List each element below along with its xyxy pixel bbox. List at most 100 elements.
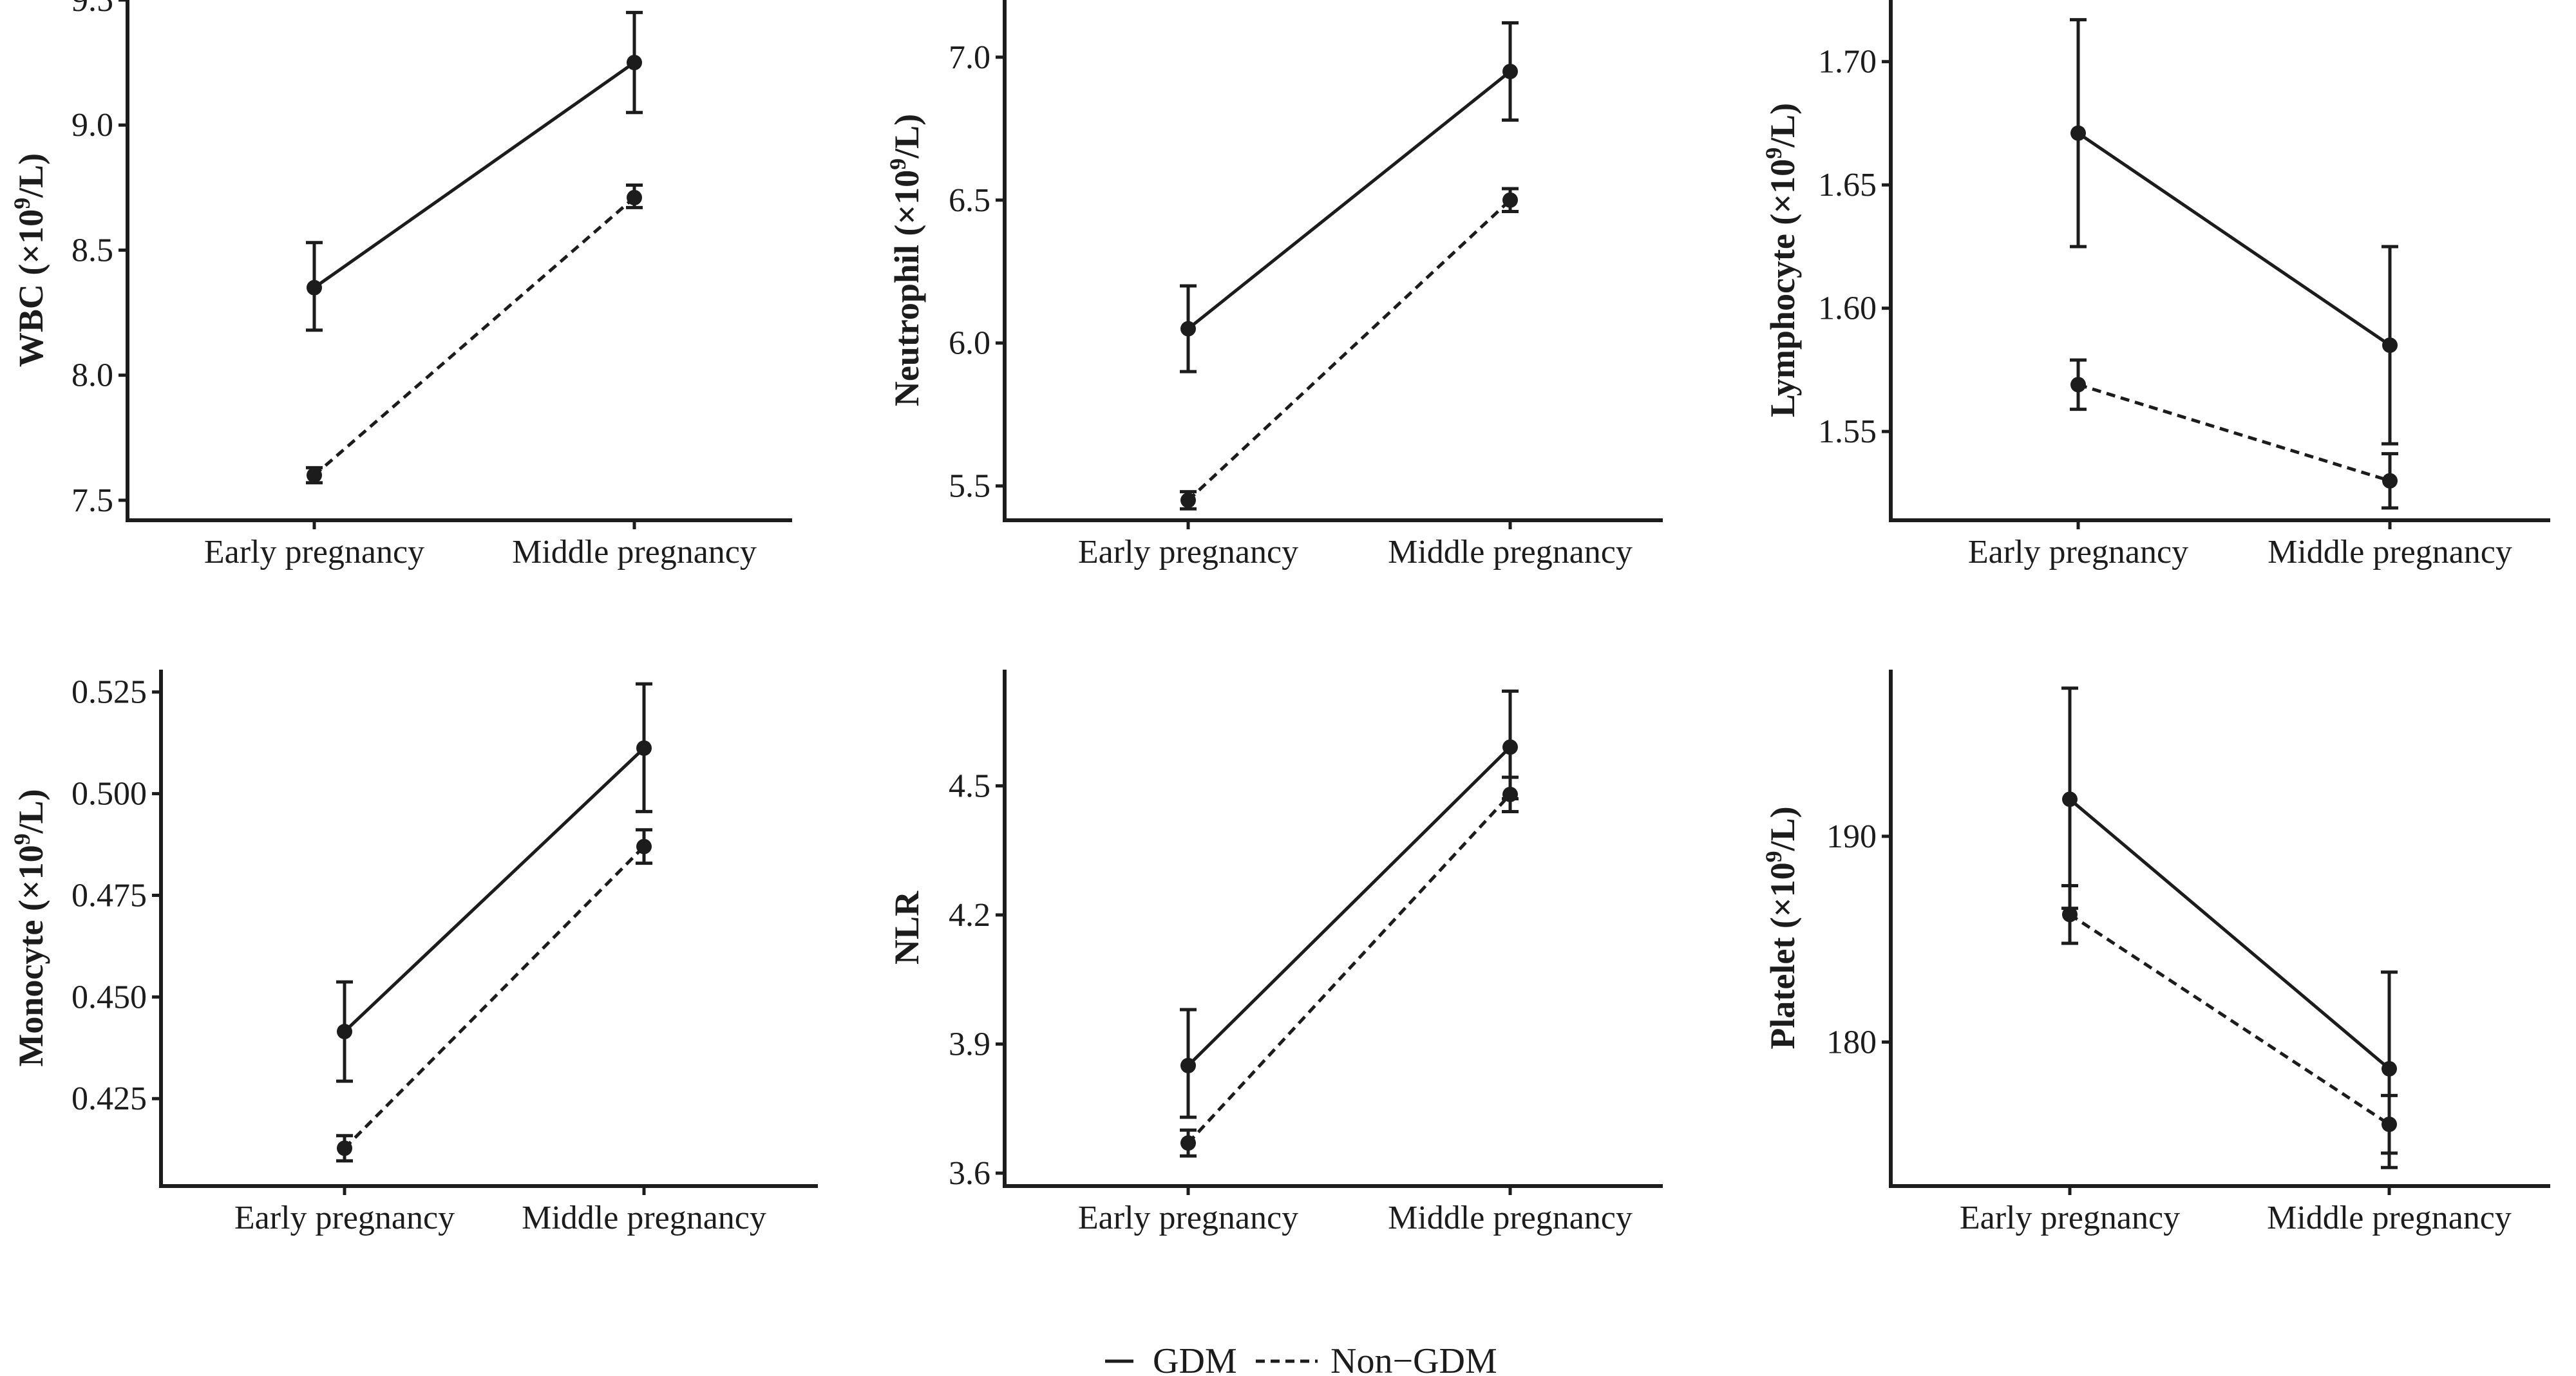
- x-tick-label: Middle pregnancy: [1388, 534, 1633, 570]
- y-axis-title-tail: /L): [12, 153, 50, 198]
- y-axis-title-tail: /L): [887, 114, 926, 159]
- series-line-non-gdm: [2069, 913, 2391, 1126]
- y-axis-title-main: WBC (×10: [12, 209, 50, 367]
- data-point-non-gdm: [307, 467, 322, 484]
- y-tick-label: 0.500: [71, 776, 147, 813]
- data-point-non-gdm: [2070, 377, 2086, 393]
- data-point-non-gdm: [2382, 473, 2398, 489]
- y-tick-label: 4.5: [949, 768, 990, 804]
- series-line-non-gdm: [1187, 198, 1511, 502]
- series-line-non-gdm: [2078, 382, 2391, 483]
- y-tick-label: 0.425: [71, 1080, 147, 1117]
- y-tick-label: 3.9: [949, 1026, 990, 1062]
- x-tick-label: Early pregnancy: [1968, 534, 2188, 570]
- y-tick-label: 7.0: [949, 39, 990, 76]
- legend: GDM Non−GDM: [1105, 1341, 1497, 1376]
- data-point-non-gdm: [1502, 786, 1518, 802]
- y-tick-label: 7.5: [71, 482, 113, 519]
- data-point-gdm: [2382, 337, 2398, 353]
- y-tick-label: 4.2: [949, 897, 990, 934]
- y-tick-label: 8.0: [71, 357, 113, 394]
- y-tick-label: 0.525: [71, 674, 147, 711]
- chart-panel-6: 180 190 Early pregnancy Middle pregnancy Pla…: [1761, 670, 2550, 1236]
- y-axis-title: NLR: [887, 891, 926, 965]
- y-tick-label: 9.0: [71, 107, 113, 144]
- y-tick-label: 1.55: [1818, 413, 1877, 450]
- y-axis-title-tail: /L): [1763, 806, 1802, 851]
- legend-label-non-gdm: Non−GDM: [1331, 1341, 1497, 1376]
- x-tick-label: Middle pregnancy: [512, 534, 757, 570]
- data-point-gdm: [2070, 125, 2086, 141]
- y-axis-title-superscript: 9: [1761, 851, 1786, 862]
- y-tick-label: 5.5: [949, 468, 990, 505]
- y-tick-label: 6.0: [949, 325, 990, 362]
- data-point-gdm: [636, 740, 652, 756]
- y-tick-label: 6.5: [949, 182, 990, 219]
- chart-panel-5: 3.6 3.9 4.2 4.5 Early pregnancy Middle pregna…: [887, 670, 1663, 1236]
- y-axis-title: WBC (×109/L): [9, 153, 50, 367]
- data-point-gdm: [2062, 791, 2078, 807]
- y-tick-label: 1.70: [1818, 44, 1877, 80]
- chart-panel-2: 5.5 6.0 6.5 7.0 Early pregnancy Middle pregna…: [885, 0, 1663, 570]
- data-point-non-gdm: [1180, 1135, 1196, 1151]
- y-tick-label: 0.450: [71, 979, 147, 1015]
- x-tick-label: Middle pregnancy: [2268, 534, 2512, 570]
- y-tick-label: 1.60: [1818, 290, 1877, 327]
- data-point-gdm: [627, 55, 642, 71]
- data-point-non-gdm: [2062, 907, 2078, 923]
- x-tick-label: Early pregnancy: [1960, 1200, 2180, 1236]
- chart-panel-4: 0.425 0.450 0.475 0.500 0.525 Early pregnancy…: [9, 670, 818, 1236]
- x-tick-label: Early pregnancy: [234, 1200, 455, 1236]
- data-point-gdm: [1180, 321, 1196, 337]
- series-line-non-gdm: [1187, 793, 1511, 1144]
- data-point-gdm: [1502, 739, 1518, 755]
- y-axis-title-superscript: 9: [9, 198, 35, 209]
- data-point-gdm: [307, 279, 322, 296]
- data-point-non-gdm: [2382, 1117, 2397, 1133]
- y-axis-title: Platelet (×109/L): [1761, 806, 1802, 1049]
- data-point-non-gdm: [636, 838, 652, 854]
- series-line-gdm: [2069, 798, 2391, 1070]
- series-line-gdm: [1187, 746, 1511, 1067]
- chart-panel-3: 1.55 1.60 1.65 1.70 Early pregnancy Middle pr…: [1761, 0, 2550, 570]
- series-line-gdm: [2077, 131, 2391, 347]
- y-axis-title: Lymphocyte (×109/L): [1761, 103, 1802, 417]
- legend-label-gdm: GDM: [1153, 1341, 1237, 1376]
- y-tick-label: 9.5: [71, 0, 113, 19]
- data-point-non-gdm: [1502, 192, 1518, 208]
- x-tick-label: Middle pregnancy: [522, 1200, 766, 1236]
- y-axis-title-main: Platelet (×10: [1763, 862, 1802, 1049]
- y-axis-title-main: Monocyte (×10: [12, 845, 50, 1066]
- series-line-gdm: [1187, 70, 1511, 330]
- y-tick-label: 8.5: [71, 232, 113, 269]
- data-point-gdm: [1502, 63, 1518, 79]
- y-tick-label: 180: [1826, 1024, 1877, 1060]
- chart-panel-1: 7.5 8.0 8.5 9.0 9.5 Early pregnancy Middle pre…: [9, 0, 792, 570]
- x-tick-label: Early pregnancy: [1078, 534, 1298, 570]
- data-point-gdm: [2382, 1060, 2397, 1077]
- chart-panels: 7.5 8.0 8.5 9.0 9.5 Early pregnancy Middle pre…: [9, 0, 2550, 1236]
- y-axis-title-superscript: 9: [885, 158, 911, 170]
- y-axis-title-main: Neutrophil (×10: [887, 170, 926, 406]
- y-tick-label: 0.475: [71, 877, 147, 914]
- series-line-non-gdm: [313, 196, 636, 476]
- data-point-non-gdm: [627, 189, 642, 205]
- y-axis-title-superscript: 9: [1761, 147, 1786, 159]
- y-axis-title-main: NLR: [887, 891, 926, 965]
- x-tick-label: Middle pregnancy: [2267, 1200, 2512, 1236]
- y-axis-title-tail: /L): [12, 789, 50, 834]
- y-tick-label: 3.6: [949, 1155, 990, 1192]
- data-point-non-gdm: [1180, 492, 1196, 508]
- data-point-gdm: [337, 1024, 352, 1040]
- x-tick-label: Middle pregnancy: [1388, 1200, 1633, 1236]
- y-axis-title: Neutrophil (×109/L): [885, 114, 926, 406]
- y-axis-title-tail: /L): [1763, 103, 1802, 148]
- y-axis-title: Monocyte (×109/L): [9, 789, 50, 1066]
- y-tick-label: 1.65: [1818, 167, 1877, 203]
- series-line-gdm: [313, 61, 636, 289]
- y-tick-label: 190: [1826, 818, 1877, 855]
- data-point-gdm: [1180, 1057, 1196, 1073]
- y-axis-title-main: Lymphocyte (×10: [1763, 159, 1802, 417]
- y-axis-title-superscript: 9: [9, 833, 35, 845]
